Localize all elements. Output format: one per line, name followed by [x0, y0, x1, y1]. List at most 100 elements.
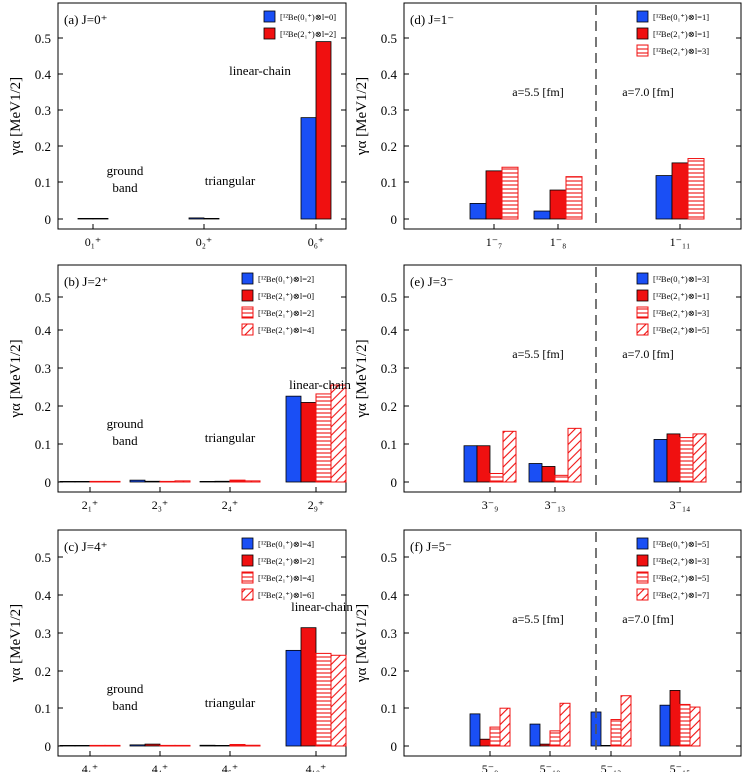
legend-swatch: [241, 588, 254, 601]
legend-label: [¹²Be(2₁⁺)⊗l=4]: [258, 573, 314, 583]
x-tick-label: 2₃⁺: [152, 498, 169, 512]
y-tick-label: 0.2: [35, 399, 51, 414]
bar-diag: [104, 744, 121, 747]
legend-label: [¹²Be(0₁⁺)⊗l=4]: [258, 539, 314, 549]
legend-label: [¹²Be(2₁⁺)⊗l=3]: [653, 46, 709, 56]
bar-red: [74, 480, 91, 483]
bar-blue: [77, 217, 94, 220]
y-tick-label: 0.3: [381, 626, 397, 641]
legend-label: [¹²Be(2₁⁺)⊗l=2]: [280, 29, 336, 39]
bar-blue: [533, 210, 551, 220]
annotation-label: band: [112, 698, 138, 713]
x-tick-label: 2₄⁺: [222, 498, 239, 512]
legend-label: [¹²Be(2₁⁺)⊗l=0]: [258, 291, 314, 301]
plot-frame: [57, 2, 347, 230]
legend-swatch: [241, 537, 254, 550]
bar-red: [485, 170, 503, 220]
annotation-label: band: [112, 180, 138, 195]
bar-hlines: [687, 158, 705, 220]
annotation-label: triangular: [205, 173, 256, 188]
legend-label: [¹²Be(2₁⁺)⊗l=3]: [653, 556, 709, 566]
bar-hlines: [229, 743, 246, 747]
bar-diag: [499, 707, 511, 747]
x-tick-label: 0₆⁺: [308, 235, 325, 249]
bar-blue: [285, 649, 302, 747]
y-tick-label: 0.3: [35, 103, 51, 118]
y-tick-label: 0.4: [381, 323, 398, 338]
x-tick-label: 2₁⁺: [82, 498, 99, 512]
annotation-label: ground: [107, 163, 144, 178]
bar-diag: [692, 433, 707, 483]
legend-swatch: [636, 27, 649, 40]
bar-diag: [689, 706, 701, 747]
legend-label: [¹²Be(2₁⁺)⊗l=5]: [653, 573, 709, 583]
radius-label: a=5.5 [fm]: [512, 85, 563, 99]
radius-label: a=5.5 [fm]: [512, 612, 563, 626]
y-tick-label: 0.4: [381, 67, 398, 82]
y-tick-label: 0.4: [35, 323, 52, 338]
y-axis-label: γα [MeV1/2]: [354, 339, 370, 418]
bar-blue: [469, 713, 481, 747]
bar-red: [74, 745, 91, 747]
legend-swatch: [636, 588, 649, 601]
x-tick-label: 2₉⁺: [308, 498, 325, 512]
bar-red: [671, 162, 689, 220]
y-tick-label: 0.2: [35, 664, 51, 679]
annotation-label: linear-chain: [291, 599, 353, 614]
legend-label: [¹²Be(2₁⁺)⊗l=7]: [653, 590, 709, 600]
legend-label: [¹²Be(0₁⁺)⊗l=2]: [258, 274, 314, 284]
bar-red: [549, 189, 567, 220]
x-tick-label: 4₄⁺: [152, 762, 169, 772]
legend-swatch: [636, 554, 649, 567]
y-tick-label: 0.1: [381, 701, 397, 716]
x-tick-label: 5⁻₉: [482, 762, 499, 772]
legend-swatch: [241, 272, 254, 285]
bar-red: [539, 743, 551, 747]
bar-blue: [285, 395, 302, 483]
y-tick-label: 0.4: [35, 588, 52, 603]
legend-swatch: [636, 272, 649, 285]
annotation-label: triangular: [205, 430, 256, 445]
legend-swatch: [263, 10, 276, 23]
bar-blue: [59, 745, 76, 747]
radius-label: a=7.0 [fm]: [622, 85, 673, 99]
annotation-label: triangular: [205, 695, 256, 710]
bar-diag: [104, 480, 121, 483]
panel-d: 0 0.1 0.2 0.3 0.4 0.5 γα [MeV1/2] (d) J=1⁻ 1⁻₇ 1⁻…: [354, 2, 742, 249]
bar-red: [666, 433, 681, 483]
bar-diag: [330, 654, 347, 747]
legend-swatch: [241, 554, 254, 567]
panel-title: (a) J=0⁺: [64, 12, 107, 27]
legend-swatch: [636, 306, 649, 319]
annotation-label: ground: [107, 681, 144, 696]
legend-swatch: [636, 571, 649, 584]
bar-hlines: [679, 703, 691, 747]
annotation-label: linear-chain: [229, 63, 291, 78]
legend-label: [¹²Be(2₁⁺)⊗l=2]: [258, 556, 314, 566]
bar-diag: [174, 480, 191, 483]
bar-diag: [559, 702, 571, 747]
x-tick-label: 5⁻₁₀: [540, 762, 561, 772]
bar-blue: [659, 704, 671, 747]
y-tick-label: 0: [45, 475, 52, 490]
x-tick-label: 4₁₀⁺: [306, 762, 327, 772]
bar-blue: [528, 463, 543, 483]
bar-hlines: [554, 474, 569, 483]
plot-frame: [57, 264, 347, 493]
x-tick-label: 1⁻₇: [486, 235, 503, 249]
plot-frame: [403, 529, 742, 757]
x-tick-label: 5⁻₁₅: [670, 762, 691, 772]
legend-label: [¹²Be(2₁⁺)⊗l=2]: [258, 308, 314, 318]
y-tick-label: 0.5: [35, 31, 51, 46]
legend-swatch: [241, 323, 254, 336]
legend-label: [¹²Be(0₁⁺)⊗l=0]: [280, 12, 336, 22]
y-tick-label: 0.1: [381, 437, 397, 452]
bar-red: [214, 745, 231, 747]
bar-red: [479, 738, 491, 747]
legend-label: [¹²Be(2₁⁺)⊗l=1]: [653, 29, 709, 39]
bar-hlines: [315, 652, 332, 747]
plot-frame: [57, 529, 347, 757]
y-axis-label: γα [MeV1/2]: [354, 77, 370, 156]
y-tick-label: 0.1: [35, 701, 51, 716]
bar-hlines: [549, 730, 561, 747]
